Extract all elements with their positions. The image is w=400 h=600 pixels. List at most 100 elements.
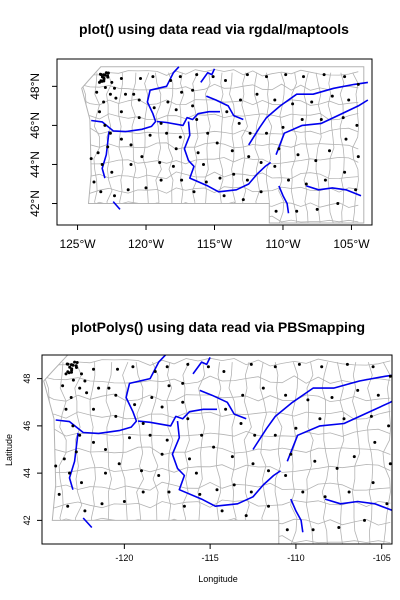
centroid-point	[167, 490, 171, 494]
county-boundary-line	[197, 362, 206, 544]
centroid-point	[388, 374, 392, 378]
centroid-point	[113, 86, 116, 90]
centroid-point	[69, 396, 73, 399]
river-line	[82, 517, 93, 529]
centroid-point	[356, 82, 360, 86]
centroid-point	[202, 163, 205, 166]
centroid-point	[165, 438, 169, 442]
centroid-point	[181, 400, 185, 404]
centroid-point	[132, 92, 136, 96]
centroid-point	[204, 180, 208, 184]
centroid-point	[106, 71, 110, 75]
centroid-point	[354, 188, 358, 192]
centroid-point	[259, 161, 263, 164]
centroid-point	[343, 170, 347, 174]
centroid-point	[232, 172, 236, 176]
centroid-point	[330, 94, 334, 98]
centroid-point	[128, 436, 131, 440]
centroid-point	[322, 73, 326, 77]
centroid-point	[122, 500, 126, 503]
county-boundary-line	[43, 357, 391, 367]
centroid-point	[212, 445, 216, 449]
bottom-map-y-title: Latitude	[4, 434, 14, 466]
centroid-point	[344, 137, 348, 141]
bottom-map-y-axis: 42 44 46 48	[22, 374, 42, 525]
centroid-point	[74, 450, 78, 454]
centroid-point	[310, 100, 314, 104]
centroid-point	[230, 455, 234, 459]
centroid-point	[287, 178, 290, 182]
county-boundary-line	[81, 215, 359, 223]
centroid-point	[387, 424, 391, 428]
county-boundary-line	[181, 361, 190, 544]
centroid-point	[160, 452, 164, 456]
centroid-point	[129, 143, 133, 147]
centroid-point	[165, 365, 169, 369]
county-boundary-line	[58, 362, 67, 544]
centroid-point	[107, 386, 111, 390]
centroid-point	[323, 178, 327, 182]
county-boundary-line	[367, 361, 374, 544]
centroid-point	[267, 469, 270, 473]
county-boundary-line	[81, 171, 359, 180]
centroid-point	[195, 118, 199, 121]
county-boundary-line	[43, 535, 391, 544]
county-boundary-line	[352, 72, 360, 223]
y-tick-label: 44	[22, 468, 32, 478]
centroid-point	[98, 110, 101, 114]
county-boundary-line	[81, 112, 359, 121]
county-boundary-line	[321, 361, 330, 544]
centroid-point	[306, 398, 310, 402]
centroid-point	[285, 528, 289, 532]
county-boundary-line	[191, 72, 199, 223]
centroid-point	[200, 433, 204, 437]
centroid-point	[194, 471, 198, 475]
county-boundary-line	[219, 72, 224, 223]
centroid-point	[148, 133, 152, 137]
y-tick-label: 44°N	[28, 151, 42, 178]
centroid-point	[150, 396, 154, 399]
river-line	[252, 374, 392, 450]
centroid-point	[253, 433, 257, 437]
y-tick-label: 48	[22, 374, 32, 384]
x-tick-label: -120	[115, 553, 133, 563]
centroid-point	[245, 73, 249, 77]
county-boundary-line	[204, 72, 211, 223]
river-line	[192, 357, 211, 375]
county-boundary-line	[43, 362, 51, 544]
centroid-point	[284, 474, 288, 477]
centroid-point	[249, 490, 253, 494]
centroid-point	[273, 433, 277, 437]
centroid-point	[347, 98, 351, 102]
centroid-point	[318, 417, 322, 421]
centroid-point	[102, 79, 106, 83]
centroid-point	[68, 365, 72, 369]
county-boundary-line	[339, 72, 345, 223]
centroid-point	[215, 141, 219, 145]
centroid-point	[114, 414, 118, 418]
centroid-point	[241, 393, 245, 397]
centroid-point	[267, 504, 270, 508]
centroid-point	[119, 137, 123, 141]
centroid-point	[296, 153, 300, 157]
region-outline	[81, 66, 365, 224]
centroid-point	[335, 466, 339, 470]
centroid-point	[99, 79, 103, 83]
county-boundary-line	[274, 362, 283, 544]
centroid-point	[385, 502, 389, 506]
river-line	[91, 66, 180, 133]
centroid-point	[211, 75, 215, 79]
centroid-point	[274, 209, 278, 213]
county-boundary-line	[43, 446, 391, 456]
centroid-point	[352, 455, 356, 459]
centroid-point	[294, 426, 298, 430]
river-line	[205, 95, 244, 121]
county-boundary-line	[43, 410, 391, 420]
centroid-point	[313, 459, 317, 463]
centroid-point	[171, 164, 175, 168]
centroid-point	[159, 178, 163, 182]
river-line	[278, 185, 290, 214]
county-boundary-line	[43, 499, 391, 509]
centroid-point	[178, 75, 182, 79]
centroid-point	[75, 361, 79, 364]
